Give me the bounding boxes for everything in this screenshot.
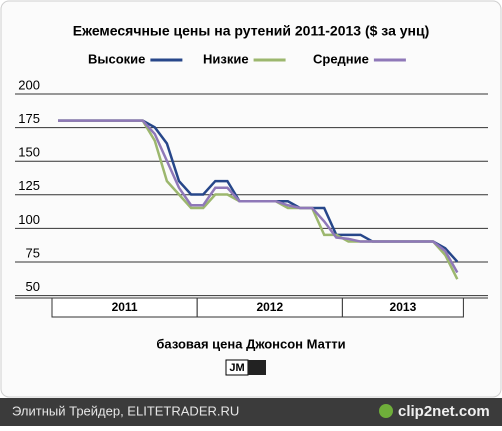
logo-text: JM — [229, 362, 244, 374]
x-tick-label: 2013 — [390, 300, 417, 314]
legend-label: Высокие — [88, 51, 145, 66]
source-note: базовая цена Джонсон Матти — [156, 336, 345, 351]
y-tick-label: 50 — [26, 279, 40, 294]
series-line — [58, 119, 459, 274]
legend-label: Низкие — [203, 51, 249, 66]
y-tick-label: 100 — [18, 212, 40, 227]
legend-label: Средние — [313, 51, 369, 66]
y-tick-label: 125 — [18, 178, 40, 193]
watermark: clip2net.com — [398, 403, 490, 420]
year-box — [341, 297, 464, 318]
y-tick-label: 200 — [18, 77, 40, 92]
y-tick-label: 75 — [26, 245, 40, 260]
x-tick-label: 2012 — [256, 300, 283, 314]
watermark-icon — [379, 404, 393, 418]
y-tick-label: 175 — [18, 111, 40, 126]
y-tick-label: 150 — [18, 145, 40, 160]
x-tick-label: 2011 — [112, 300, 138, 314]
chart-title: Ежемесячные цены на рутений 2011-2013 ($… — [73, 23, 430, 39]
footer-bar — [0, 398, 502, 426]
footer-text: Элитный Трейдер, ELITETRADER.RU — [12, 403, 239, 418]
logo-icon — [248, 360, 266, 375]
